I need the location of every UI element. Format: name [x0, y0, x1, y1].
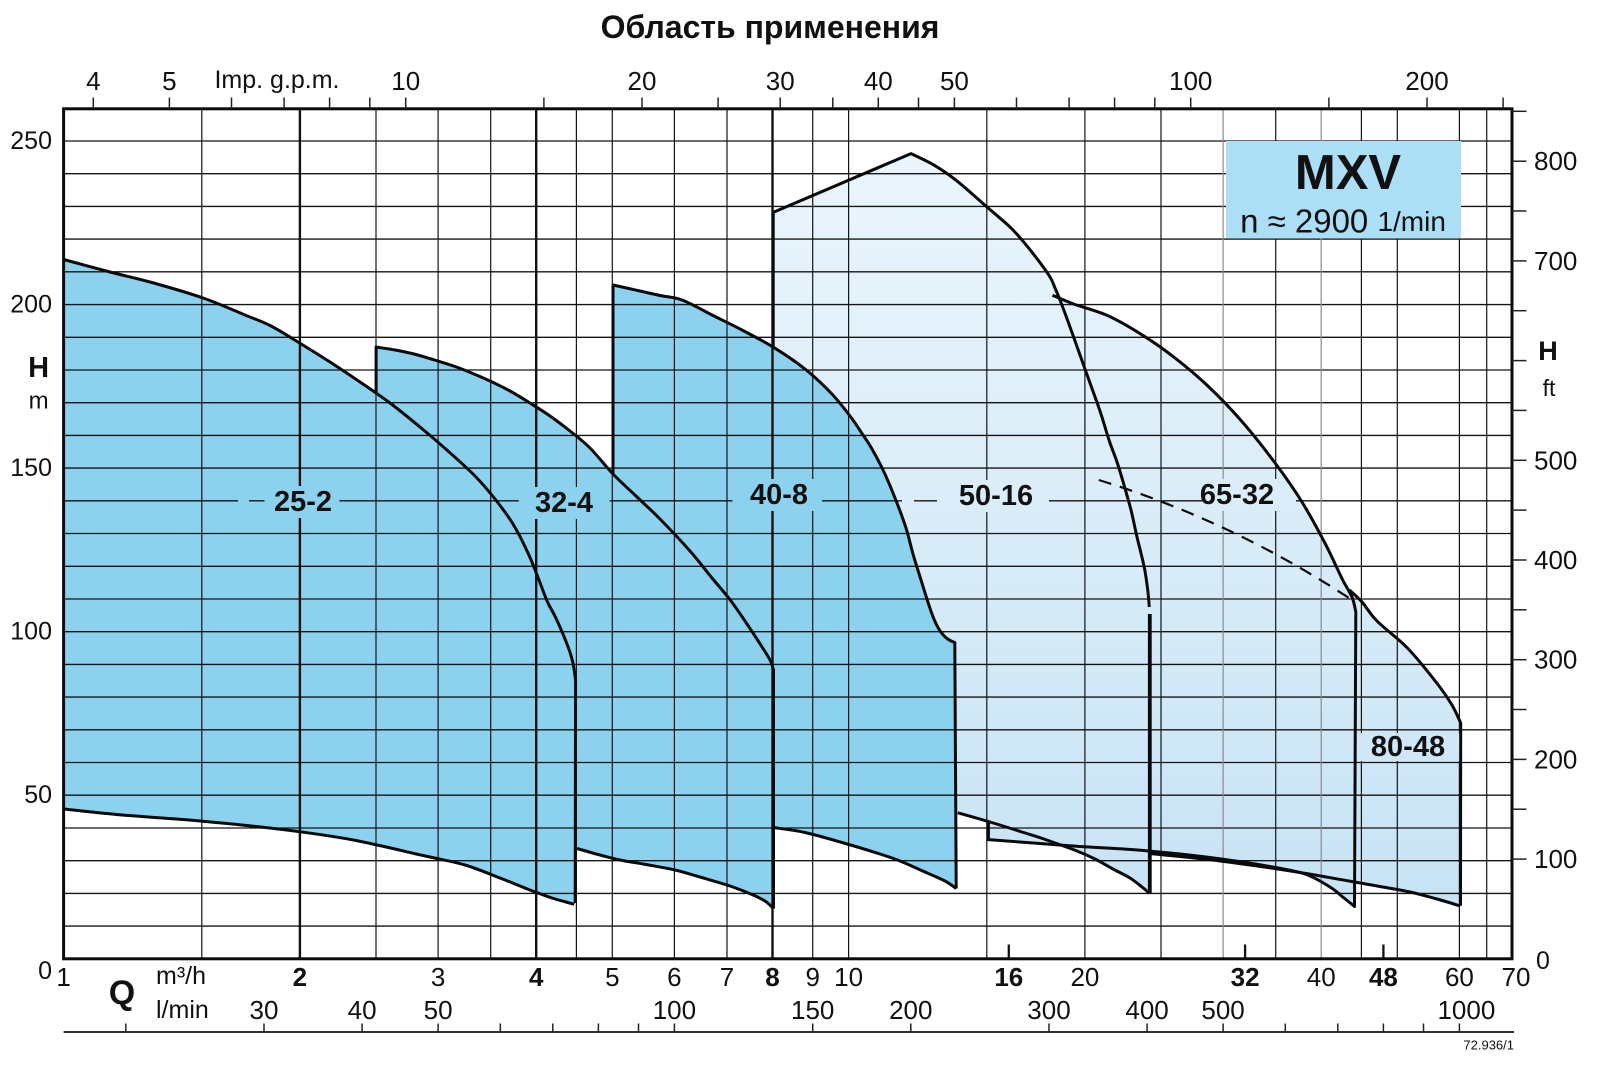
- svg-text:20: 20: [1070, 962, 1099, 992]
- svg-text:H: H: [28, 352, 49, 384]
- svg-text:200: 200: [1405, 66, 1448, 96]
- svg-text:n ≈ 2900 1/min: n ≈ 2900 1/min: [1240, 203, 1446, 240]
- svg-text:6: 6: [667, 962, 681, 992]
- svg-text:70: 70: [1502, 962, 1531, 992]
- svg-text:300: 300: [1534, 645, 1577, 675]
- svg-text:32: 32: [1231, 962, 1260, 992]
- svg-text:m: m: [29, 388, 49, 415]
- svg-text:30: 30: [766, 66, 795, 96]
- svg-text:300: 300: [1027, 995, 1070, 1025]
- svg-text:400: 400: [1534, 545, 1577, 575]
- svg-text:30: 30: [250, 995, 279, 1025]
- svg-text:150: 150: [10, 454, 52, 482]
- svg-text:100: 100: [653, 995, 696, 1025]
- svg-text:l/min: l/min: [156, 996, 209, 1024]
- svg-text:m³/h: m³/h: [156, 962, 206, 990]
- svg-text:4: 4: [529, 962, 544, 992]
- svg-text:40: 40: [1307, 962, 1336, 992]
- svg-text:50-16: 50-16: [959, 480, 1033, 512]
- svg-text:60: 60: [1445, 962, 1474, 992]
- svg-text:200: 200: [1534, 744, 1577, 774]
- svg-text:16: 16: [994, 962, 1023, 992]
- svg-text:500: 500: [1201, 995, 1244, 1025]
- svg-text:40-8: 40-8: [750, 479, 808, 511]
- svg-text:250: 250: [10, 127, 52, 155]
- svg-text:700: 700: [1534, 246, 1577, 276]
- svg-text:25-2: 25-2: [274, 486, 332, 518]
- svg-text:ft: ft: [1543, 375, 1556, 401]
- svg-text:10: 10: [834, 962, 863, 992]
- svg-text:0: 0: [38, 957, 52, 985]
- svg-text:9: 9: [805, 962, 819, 992]
- svg-text:0: 0: [1536, 947, 1550, 975]
- svg-text:20: 20: [628, 66, 657, 96]
- svg-text:32-4: 32-4: [535, 487, 593, 519]
- svg-text:Q: Q: [109, 974, 135, 1012]
- svg-text:80-48: 80-48: [1371, 731, 1445, 763]
- svg-text:800: 800: [1534, 146, 1577, 176]
- svg-text:50: 50: [424, 995, 453, 1025]
- svg-text:150: 150: [791, 995, 834, 1025]
- svg-text:8: 8: [765, 962, 779, 992]
- svg-text:10: 10: [391, 66, 420, 96]
- svg-text:7: 7: [720, 962, 734, 992]
- svg-text:50: 50: [940, 66, 969, 96]
- svg-text:H: H: [1538, 336, 1558, 366]
- svg-text:40: 40: [864, 66, 893, 96]
- svg-text:200: 200: [889, 995, 932, 1025]
- svg-text:65-32: 65-32: [1200, 479, 1274, 511]
- svg-text:3: 3: [431, 962, 445, 992]
- svg-text:72.936/1: 72.936/1: [1463, 1038, 1514, 1053]
- svg-text:MXV: MXV: [1295, 146, 1402, 200]
- svg-text:1: 1: [56, 962, 70, 992]
- svg-text:5: 5: [605, 962, 619, 992]
- svg-text:48: 48: [1369, 962, 1398, 992]
- svg-text:40: 40: [348, 995, 377, 1025]
- svg-text:100: 100: [1169, 66, 1212, 96]
- svg-text:100: 100: [1534, 844, 1577, 874]
- svg-text:2: 2: [293, 962, 307, 992]
- svg-text:1000: 1000: [1437, 995, 1495, 1025]
- svg-text:4: 4: [86, 66, 100, 96]
- svg-text:100: 100: [10, 618, 52, 646]
- svg-text:400: 400: [1125, 995, 1168, 1025]
- svg-text:Imp. g.p.m.: Imp. g.p.m.: [214, 66, 339, 94]
- svg-text:200: 200: [10, 291, 52, 319]
- svg-text:50: 50: [24, 781, 52, 809]
- svg-text:Область применения: Область применения: [601, 9, 940, 45]
- svg-text:500: 500: [1534, 445, 1577, 475]
- svg-text:5: 5: [162, 66, 176, 96]
